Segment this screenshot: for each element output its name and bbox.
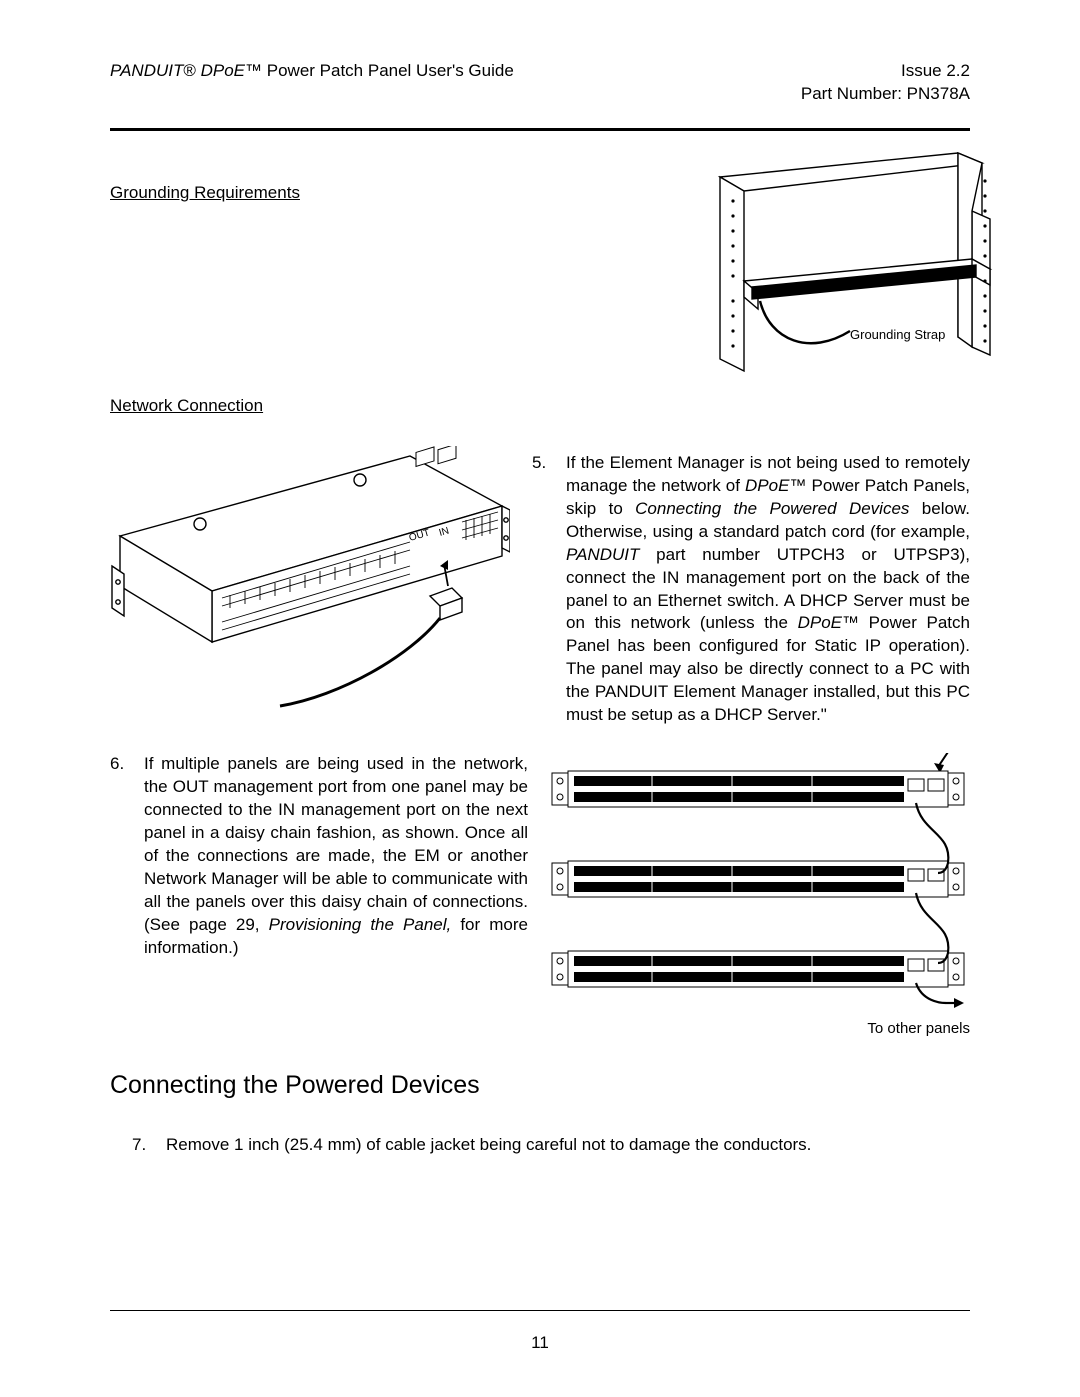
step-6-num: 6. [110, 753, 132, 959]
step-7-wrap: 7. Remove 1 inch (25.4 mm) of cable jack… [110, 1134, 970, 1157]
product: DPoE [196, 61, 245, 80]
step-7-text: Remove 1 inch (25.4 mm) of cable jacket … [166, 1134, 970, 1157]
reg-mark: ® [183, 61, 196, 80]
page: PANDUIT® DPoE™ Power Patch Panel User's … [0, 0, 1080, 1397]
step-6-text: If multiple panels are being used in the… [144, 753, 528, 959]
rack-svg: Grounding Strap [700, 141, 1000, 381]
connecting-heading: Connecting the Powered Devices [110, 1071, 970, 1100]
title-rest: Power Patch Panel User's Guide [262, 61, 514, 80]
grounding-block: Grounding Requirements [110, 131, 970, 386]
tm-mark: ™ [245, 61, 262, 80]
rack-figure: Grounding Strap [700, 141, 1000, 386]
step-7: 7. Remove 1 inch (25.4 mm) of cable jack… [132, 1134, 970, 1157]
network-row-2: 6. If multiple panels are being used in … [110, 753, 970, 1037]
footer-rule [110, 1310, 970, 1311]
step-5: 5. If the Element Manager is not being u… [532, 452, 970, 727]
network-heading: Network Connection [110, 396, 970, 416]
panel-back-figure: OUT IN [110, 446, 510, 721]
grounding-heading: Grounding Requirements [110, 183, 300, 203]
panel-back-svg: OUT IN [110, 446, 510, 716]
part-number: Part Number: PN378A [801, 83, 970, 106]
daisy-chain-figure: To other panels [550, 753, 970, 1037]
step-5-num: 5. [532, 452, 554, 727]
daisy-chain-svg [550, 753, 970, 1013]
grounding-strap-label: Grounding Strap [850, 327, 945, 342]
page-number: 11 [0, 1333, 1080, 1353]
issue-number: Issue 2.2 [801, 60, 970, 83]
header-meta: Issue 2.2 Part Number: PN378A [801, 60, 970, 106]
step-6: 6. If multiple panels are being used in … [110, 753, 528, 959]
brand: PANDUIT [110, 61, 183, 80]
network-row-1: OUT IN [110, 446, 970, 727]
to-other-panels-label: To other panels [550, 1020, 970, 1037]
header-title: PANDUIT® DPoE™ Power Patch Panel User's … [110, 60, 514, 83]
step-7-num: 7. [132, 1134, 154, 1157]
step-5-text: If the Element Manager is not being used… [566, 452, 970, 727]
page-header: PANDUIT® DPoE™ Power Patch Panel User's … [110, 60, 970, 106]
